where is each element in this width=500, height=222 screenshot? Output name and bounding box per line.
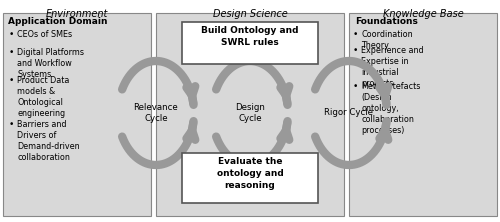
Text: •: • <box>353 46 358 55</box>
FancyBboxPatch shape <box>156 13 344 216</box>
FancyBboxPatch shape <box>182 22 318 64</box>
Text: Coordination
Theory: Coordination Theory <box>361 30 412 50</box>
Text: •: • <box>9 48 15 57</box>
Text: Digital Platforms
and Workflow
Systems: Digital Platforms and Workflow Systems <box>17 48 84 79</box>
Text: CEOs of SMEs: CEOs of SMEs <box>17 30 72 39</box>
Text: •: • <box>353 30 358 39</box>
Text: Evaluate the
ontology and
reasoning: Evaluate the ontology and reasoning <box>216 157 284 190</box>
Text: •: • <box>9 76 15 85</box>
Text: Design Science: Design Science <box>212 9 288 19</box>
Text: Rigor Cycle: Rigor Cycle <box>324 109 374 117</box>
Text: •: • <box>9 120 15 129</box>
Text: Design
Cycle: Design Cycle <box>235 103 265 123</box>
FancyBboxPatch shape <box>349 13 497 216</box>
Text: •: • <box>9 30 15 39</box>
Text: •: • <box>353 82 358 91</box>
FancyBboxPatch shape <box>182 153 318 203</box>
Text: Experience and
Expertise in
industrial
projects: Experience and Expertise in industrial p… <box>361 46 424 88</box>
Text: Product Data
models &
Ontological
engineering: Product Data models & Ontological engine… <box>17 76 70 118</box>
Text: Foundations: Foundations <box>355 17 418 26</box>
Text: Meta-Artefacts
(Design
ontology,
collaboration
processes): Meta-Artefacts (Design ontology, collabo… <box>361 82 420 135</box>
Text: Application Domain: Application Domain <box>8 17 108 26</box>
Text: Relevance
Cycle: Relevance Cycle <box>134 103 178 123</box>
FancyBboxPatch shape <box>3 13 151 216</box>
Text: Environment: Environment <box>46 9 108 19</box>
Text: Barriers and
Drivers of
Demand-driven
collaboration: Barriers and Drivers of Demand-driven co… <box>17 120 80 162</box>
Text: Build Ontology and
SWRL rules: Build Ontology and SWRL rules <box>201 26 299 47</box>
Text: Knowledge Base: Knowledge Base <box>382 9 464 19</box>
